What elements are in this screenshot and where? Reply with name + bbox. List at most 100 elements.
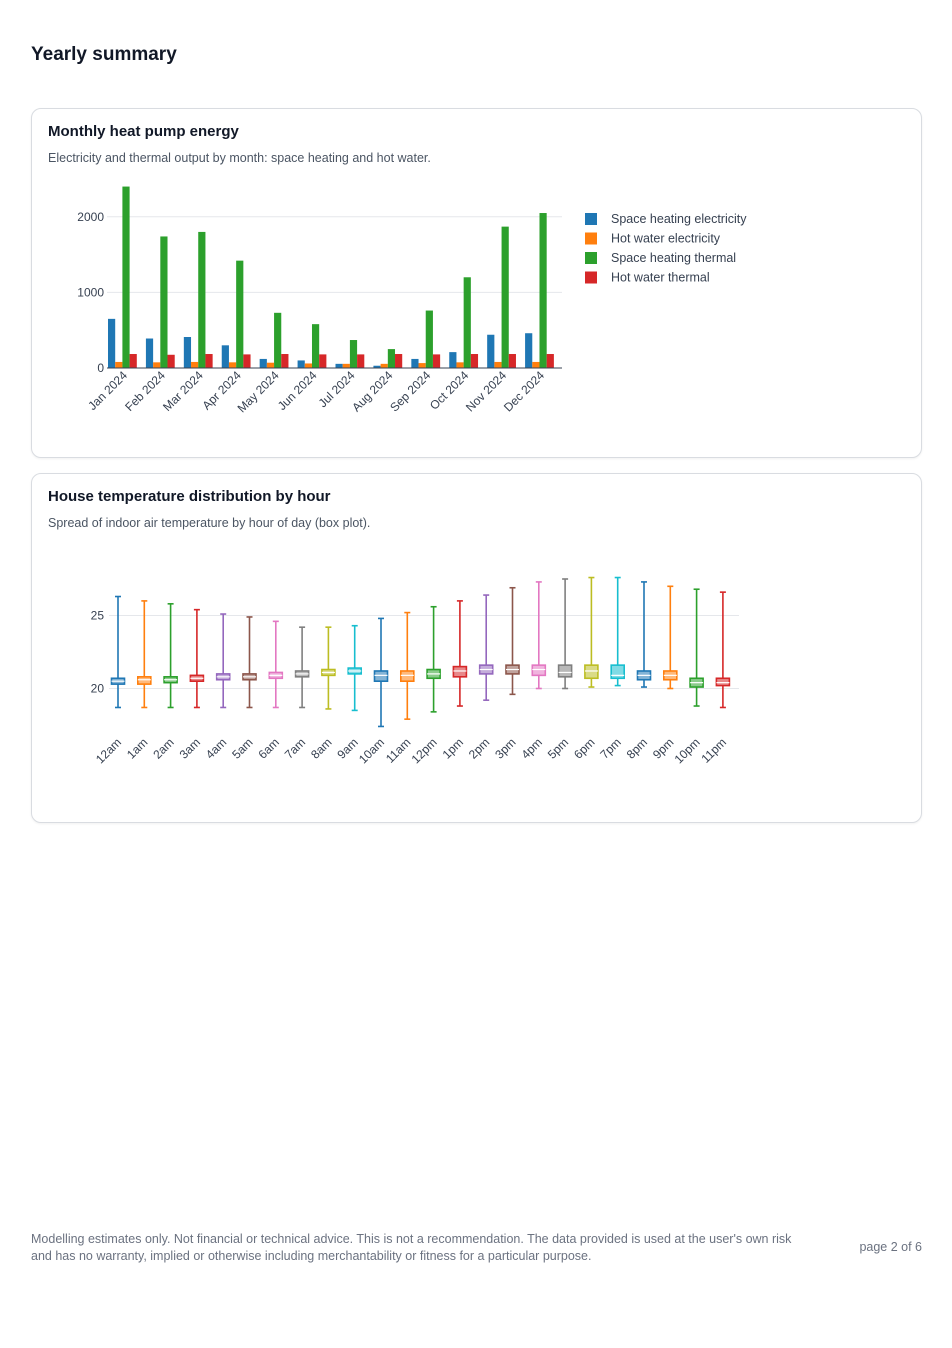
- legend-swatch: [585, 213, 597, 225]
- temperature-chart-card: House temperature distribution by hour S…: [31, 473, 922, 823]
- bar: [129, 354, 137, 368]
- bar: [191, 361, 199, 368]
- x-tick-label: 6am: [256, 735, 282, 761]
- bar: [418, 363, 426, 368]
- bar: [297, 360, 305, 368]
- x-tick-label: 3am: [177, 735, 203, 761]
- y-tick-label: 25: [91, 609, 105, 623]
- bar: [335, 363, 343, 368]
- x-tick-label: Mar 2024: [160, 368, 206, 414]
- x-tick-label: 2am: [150, 735, 176, 761]
- page-number: page 2 of 6: [859, 1240, 922, 1254]
- bar: [243, 354, 251, 368]
- box: [399, 670, 415, 682]
- x-tick-label: 5am: [229, 735, 255, 761]
- bar: [508, 354, 516, 368]
- bar: [205, 354, 213, 368]
- box: [531, 664, 547, 677]
- x-tick-label: 7am: [282, 735, 308, 761]
- x-tick-label: 1pm: [440, 735, 466, 761]
- box: [610, 664, 626, 680]
- bar: [266, 362, 275, 368]
- bar: [449, 352, 457, 368]
- x-tick-label: 12pm: [409, 735, 440, 766]
- x-tick-label: May 2024: [235, 368, 282, 415]
- bar: [532, 361, 540, 368]
- bar: [539, 213, 547, 368]
- y-tick-label: 0: [97, 361, 104, 375]
- bar: [342, 363, 350, 368]
- x-tick-label: Sep 2024: [387, 368, 433, 414]
- y-tick-label: 1000: [77, 285, 104, 299]
- legend-swatch: [585, 252, 597, 264]
- bar: [115, 361, 123, 368]
- x-tick-label: 1am: [124, 735, 150, 761]
- x-tick-label: 4am: [203, 735, 229, 761]
- x-tick-label: 11am: [383, 735, 414, 766]
- bar: [470, 354, 479, 368]
- bar: [349, 340, 358, 368]
- bar: [304, 363, 312, 368]
- x-tick-label: 8pm: [624, 735, 650, 761]
- bar: [281, 354, 289, 368]
- legend-label: Hot water thermal: [611, 271, 710, 285]
- x-tick-label: 10pm: [672, 735, 703, 766]
- box: [137, 676, 152, 685]
- bar: [387, 349, 396, 368]
- bar: [456, 362, 464, 368]
- bar: [198, 231, 206, 368]
- bar: [487, 334, 495, 368]
- x-tick-label: 12am: [93, 735, 124, 766]
- x-tick-label: 5pm: [545, 735, 571, 761]
- legend-label: Hot water electricity: [611, 232, 721, 246]
- y-tick-label: 20: [91, 682, 105, 696]
- legend-label: Space heating electricity: [611, 212, 747, 226]
- x-tick-label: Jun 2024: [275, 368, 320, 413]
- bar: [380, 363, 388, 368]
- x-tick-label: Dec 2024: [501, 368, 547, 414]
- bar: [183, 337, 192, 368]
- x-tick-label: Feb 2024: [122, 368, 168, 414]
- bar: [373, 365, 381, 368]
- bar: [228, 362, 237, 368]
- x-tick-label: 11pm: [699, 735, 730, 766]
- legend-label: Space heating thermal: [611, 251, 736, 265]
- bar: [319, 354, 327, 368]
- bar: [463, 277, 471, 368]
- legend-swatch: [585, 232, 597, 245]
- bar: [259, 358, 267, 368]
- x-tick-label: 10am: [356, 735, 387, 766]
- bar: [525, 333, 533, 368]
- x-tick-label: 2pm: [466, 735, 492, 761]
- bar: [411, 358, 419, 368]
- box: [373, 670, 389, 682]
- bar: [145, 338, 154, 368]
- x-tick-label: 7pm: [597, 735, 623, 761]
- bar: [357, 354, 365, 368]
- box: [715, 677, 731, 687]
- x-tick-label: 6pm: [571, 735, 597, 761]
- card-subtitle: Electricity and thermal output by month:…: [48, 151, 431, 165]
- bar: [546, 354, 554, 368]
- bar: [122, 186, 130, 368]
- y-tick-label: 2000: [77, 210, 104, 224]
- bar: [274, 312, 282, 368]
- card-title: House temperature distribution by hour: [48, 488, 331, 505]
- bar: [494, 361, 502, 368]
- box: [557, 664, 573, 678]
- energy-chart-card: Monthly heat pump energy Electricity and…: [31, 108, 922, 458]
- bar: [108, 318, 116, 368]
- bar: [501, 226, 509, 368]
- page-title: Yearly summary: [31, 44, 177, 65]
- bar: [311, 324, 320, 368]
- card-subtitle: Spread of indoor air temperature by hour…: [48, 516, 371, 530]
- bar: [167, 354, 175, 368]
- bar: [395, 354, 403, 368]
- bar: [432, 354, 441, 368]
- bar: [153, 362, 161, 368]
- bar: [236, 260, 244, 368]
- x-tick-label: 3pm: [492, 735, 518, 761]
- box: [452, 665, 468, 678]
- x-tick-label: 8am: [308, 735, 334, 761]
